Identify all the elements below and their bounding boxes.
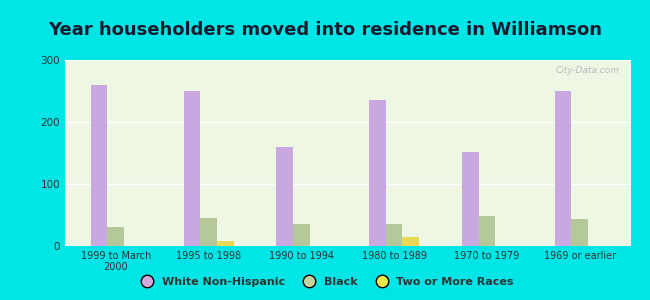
Bar xyxy=(402,237,419,246)
Bar xyxy=(91,85,107,246)
Bar xyxy=(571,219,588,246)
Text: Year householders moved into residence in Williamson: Year householders moved into residence i… xyxy=(48,21,602,39)
Legend: White Non-Hispanic, Black, Two or More Races: White Non-Hispanic, Black, Two or More R… xyxy=(132,273,518,291)
Text: City-Data.com: City-Data.com xyxy=(555,66,619,75)
Bar xyxy=(183,91,200,246)
Bar xyxy=(462,152,478,246)
Bar xyxy=(276,147,293,246)
Bar xyxy=(217,241,233,246)
Bar xyxy=(386,224,402,246)
Bar xyxy=(107,227,124,246)
Bar xyxy=(293,224,309,246)
Bar xyxy=(200,218,217,246)
Bar xyxy=(554,91,571,246)
Bar xyxy=(369,100,386,246)
Bar xyxy=(478,216,495,246)
